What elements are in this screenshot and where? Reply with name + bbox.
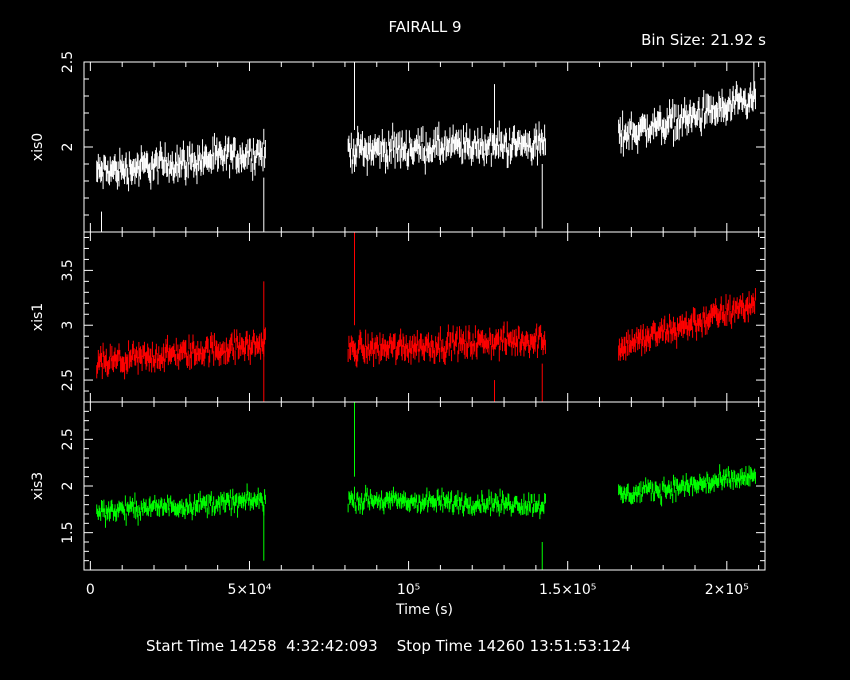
stop-time-value: 14260 13:51:53:124	[477, 637, 631, 655]
x-tick-label: 1.5×10⁵	[539, 582, 596, 598]
x-tick-label: 0	[86, 582, 95, 598]
chart-title: FAIRALL 9	[388, 18, 462, 36]
ytick-label-xis1: 3.5	[60, 259, 76, 281]
x-axis-label: Time (s)	[395, 602, 453, 618]
ytick-label-xis1: 2.5	[60, 369, 76, 391]
y-axis-label-xis1: xis1	[30, 303, 46, 331]
ytick-label-xis1: 3	[60, 321, 76, 330]
x-tick-label: 5×10⁴	[227, 582, 271, 598]
bin-size-label: Bin Size: 21.92 s	[641, 31, 766, 49]
start-time-value: 14258 4:32:42:093	[228, 637, 378, 655]
ytick-label-xis3: 2	[60, 482, 76, 491]
y-axis-label-xis0: xis0	[30, 133, 46, 161]
ytick-label-xis3: 1.5	[60, 522, 76, 544]
start-time-label: Start Time	[146, 637, 225, 655]
x-tick-label: 2×10⁵	[705, 582, 749, 598]
ytick-label-xis0: 2	[60, 143, 76, 152]
panel-frame-xis1	[83, 231, 766, 403]
stop-time-label: Stop Time	[396, 637, 473, 655]
ytick-label-xis0: 2.5	[60, 51, 76, 73]
y-axis-label-xis3: xis3	[30, 472, 46, 500]
time-range-footer: Start Time 14258 4:32:42:093 Stop Time 1…	[146, 637, 631, 655]
x-tick-label: 10⁵	[397, 582, 420, 598]
ytick-label-xis3: 2.5	[60, 428, 76, 450]
